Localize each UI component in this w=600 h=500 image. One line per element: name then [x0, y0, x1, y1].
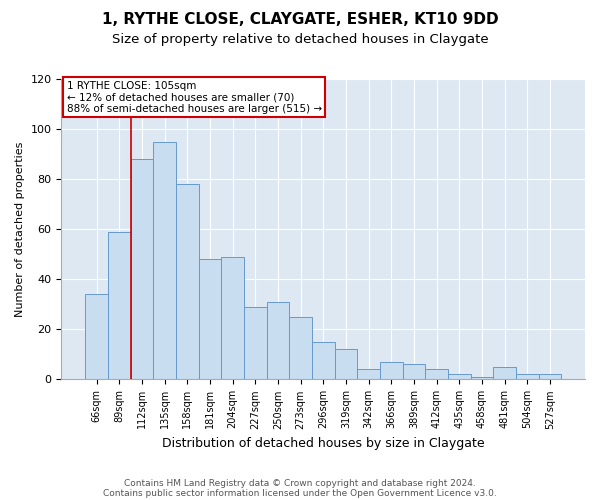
- X-axis label: Distribution of detached houses by size in Claygate: Distribution of detached houses by size …: [162, 437, 485, 450]
- Bar: [403, 364, 425, 380]
- Bar: [176, 184, 199, 380]
- Bar: [516, 374, 539, 380]
- Bar: [448, 374, 470, 380]
- Bar: [539, 374, 561, 380]
- Bar: [357, 370, 380, 380]
- Bar: [312, 342, 335, 380]
- Bar: [244, 307, 266, 380]
- Text: 1 RYTHE CLOSE: 105sqm
← 12% of detached houses are smaller (70)
88% of semi-deta: 1 RYTHE CLOSE: 105sqm ← 12% of detached …: [67, 80, 322, 114]
- Bar: [470, 377, 493, 380]
- Bar: [85, 294, 108, 380]
- Bar: [131, 159, 153, 380]
- Bar: [266, 302, 289, 380]
- Bar: [335, 350, 357, 380]
- Text: Size of property relative to detached houses in Claygate: Size of property relative to detached ho…: [112, 32, 488, 46]
- Bar: [199, 260, 221, 380]
- Bar: [108, 232, 131, 380]
- Bar: [380, 362, 403, 380]
- Text: Contains HM Land Registry data © Crown copyright and database right 2024.: Contains HM Land Registry data © Crown c…: [124, 478, 476, 488]
- Y-axis label: Number of detached properties: Number of detached properties: [15, 142, 25, 317]
- Bar: [425, 370, 448, 380]
- Text: 1, RYTHE CLOSE, CLAYGATE, ESHER, KT10 9DD: 1, RYTHE CLOSE, CLAYGATE, ESHER, KT10 9D…: [101, 12, 499, 28]
- Bar: [153, 142, 176, 380]
- Bar: [221, 257, 244, 380]
- Text: Contains public sector information licensed under the Open Government Licence v3: Contains public sector information licen…: [103, 488, 497, 498]
- Bar: [493, 367, 516, 380]
- Bar: [289, 317, 312, 380]
